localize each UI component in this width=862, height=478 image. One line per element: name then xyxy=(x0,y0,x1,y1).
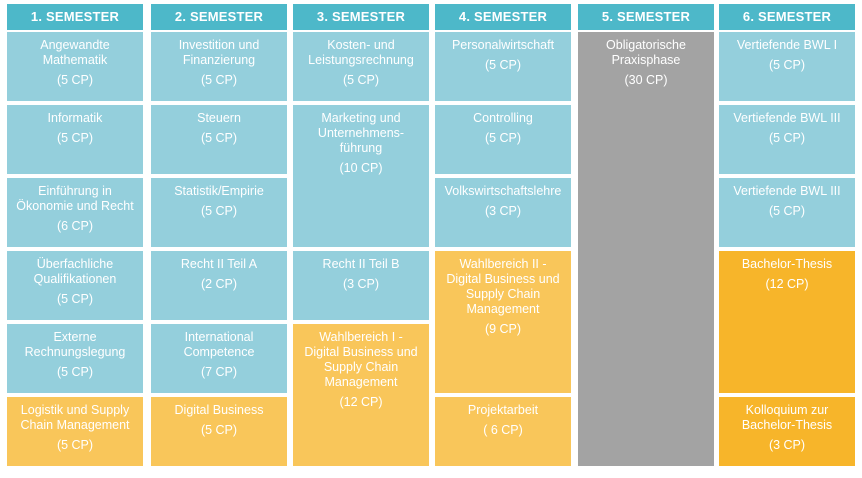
module-credits: (6 CP) xyxy=(56,219,94,233)
module-credits: (5 CP) xyxy=(200,131,238,145)
module-s1-5: Externe Rechnungslegung (5 CP) xyxy=(7,324,143,393)
module-credits: (9 CP) xyxy=(484,322,522,336)
module-title: Vertiefende BWL III xyxy=(733,184,841,198)
module-credits: (5 CP) xyxy=(768,131,806,145)
module-s3-4: Wahlbereich I - Digital Business und Sup… xyxy=(293,324,429,466)
module-credits: (5 CP) xyxy=(56,292,94,306)
module-title: International Competence xyxy=(183,330,255,359)
module-credits: (10 CP) xyxy=(339,161,383,175)
module-credits: (5 CP) xyxy=(200,73,238,87)
module-credits: (12 CP) xyxy=(765,277,809,291)
module-s3-2: Marketing und Unternehmens- führung (10 C… xyxy=(293,105,429,247)
module-s4-5: Projektarbeit ( 6 CP) xyxy=(435,397,571,466)
module-title: Obligatorische Praxisphase xyxy=(606,38,686,67)
module-s1-2: Informatik (5 CP) xyxy=(7,105,143,174)
semester-2-header: 2. SEMESTER xyxy=(151,4,287,30)
module-title: Vertiefende BWL I xyxy=(736,38,838,52)
module-title: Recht II Teil A xyxy=(180,257,258,271)
module-title: Projektarbeit xyxy=(467,403,539,417)
module-credits: (5 CP) xyxy=(56,365,94,379)
module-title: Informatik xyxy=(47,111,103,125)
module-credits: (5 CP) xyxy=(768,204,806,218)
module-credits: (3 CP) xyxy=(484,204,522,218)
module-credits: (3 CP) xyxy=(342,277,380,291)
module-title: Steuern xyxy=(197,111,241,125)
semester-1-header: 1. SEMESTER xyxy=(7,4,143,30)
module-s5-1: Obligatorische Praxisphase (30 CP) xyxy=(578,32,714,466)
module-title: Kosten- und Leistungsrechnung xyxy=(308,38,414,67)
semester-4-header: 4. SEMESTER xyxy=(435,4,571,30)
module-s1-6: Logistik und Supply Chain Management (5 C… xyxy=(7,397,143,466)
module-credits: (5 CP) xyxy=(342,73,380,87)
module-credits: (2 CP) xyxy=(200,277,238,291)
module-credits: ( 6 CP) xyxy=(483,423,523,437)
module-title: Wahlbereich II - Digital Business und Su… xyxy=(446,257,560,316)
module-credits: (5 CP) xyxy=(56,438,94,452)
module-s4-2: Controlling (5 CP) xyxy=(435,105,571,174)
module-s2-4: Recht II Teil A (2 CP) xyxy=(151,251,287,320)
module-credits: (3 CP) xyxy=(768,438,806,452)
module-s6-5: Kolloquium zur Bachelor-Thesis (3 CP) xyxy=(719,397,855,466)
module-credits: (5 CP) xyxy=(56,131,94,145)
module-s2-5: International Competence (7 CP) xyxy=(151,324,287,393)
module-s2-6: Digital Business (5 CP) xyxy=(151,397,287,466)
module-title: Externe Rechnungslegung xyxy=(24,330,126,359)
module-title: Einführung in Ökonomie und Recht xyxy=(16,184,134,213)
module-title: Recht II Teil B xyxy=(322,257,400,271)
module-s1-3: Einführung in Ökonomie und Recht (6 CP) xyxy=(7,178,143,247)
module-credits: (30 CP) xyxy=(624,73,668,87)
module-s1-1: Angewandte Mathematik (5 CP) xyxy=(7,32,143,101)
module-s3-3: Recht II Teil B (3 CP) xyxy=(293,251,429,320)
module-title: Personalwirtschaft xyxy=(451,38,555,52)
module-title: Bachelor-Thesis xyxy=(741,257,833,271)
module-credits: (5 CP) xyxy=(56,73,94,87)
module-credits: (5 CP) xyxy=(200,423,238,437)
module-title: Controlling xyxy=(473,111,533,125)
module-s3-1: Kosten- und Leistungsrechnung (5 CP) xyxy=(293,32,429,101)
module-s4-1: Personalwirtschaft (5 CP) xyxy=(435,32,571,101)
module-credits: (5 CP) xyxy=(484,131,522,145)
module-s2-1: Investition und Finanzierung (5 CP) xyxy=(151,32,287,101)
module-s6-2: Vertiefende BWL III (5 CP) xyxy=(719,105,855,174)
module-title: Volkswirtschaftslehre xyxy=(444,184,562,198)
semester-3-header: 3. SEMESTER xyxy=(293,4,429,30)
module-s6-1: Vertiefende BWL I (5 CP) xyxy=(719,32,855,101)
module-s2-2: Steuern (5 CP) xyxy=(151,105,287,174)
module-s6-4: Bachelor-Thesis (12 CP) xyxy=(719,251,855,393)
module-title: Investition und Finanzierung xyxy=(178,38,260,67)
module-title: Digital Business xyxy=(174,403,264,417)
module-title: Kolloquium zur Bachelor-Thesis xyxy=(741,403,833,432)
module-s4-3: Volkswirtschaftslehre (3 CP) xyxy=(435,178,571,247)
module-s2-3: Statistik/Empirie (5 CP) xyxy=(151,178,287,247)
module-credits: (5 CP) xyxy=(200,204,238,218)
module-credits: (12 CP) xyxy=(339,395,383,409)
module-title: Logistik und Supply Chain Management xyxy=(20,403,130,432)
module-credits: (5 CP) xyxy=(768,58,806,72)
module-s1-4: Überfachliche Qualifikationen (5 CP) xyxy=(7,251,143,320)
module-title: Vertiefende BWL III xyxy=(733,111,841,125)
module-title: Angewandte Mathematik xyxy=(40,38,110,67)
module-title: Wahlbereich I - Digital Business und Sup… xyxy=(304,330,418,389)
module-s4-4: Wahlbereich II - Digital Business und Su… xyxy=(435,251,571,393)
module-credits: (5 CP) xyxy=(484,58,522,72)
semester-5-header: 5. SEMESTER xyxy=(578,4,714,30)
module-title: Überfachliche Qualifikationen xyxy=(33,257,117,286)
module-credits: (7 CP) xyxy=(200,365,238,379)
module-title: Marketing und Unternehmens- führung xyxy=(317,111,405,155)
module-title: Statistik/Empirie xyxy=(174,184,264,198)
semester-6-header: 6. SEMESTER xyxy=(719,4,855,30)
module-s6-3: Vertiefende BWL III (5 CP) xyxy=(719,178,855,247)
